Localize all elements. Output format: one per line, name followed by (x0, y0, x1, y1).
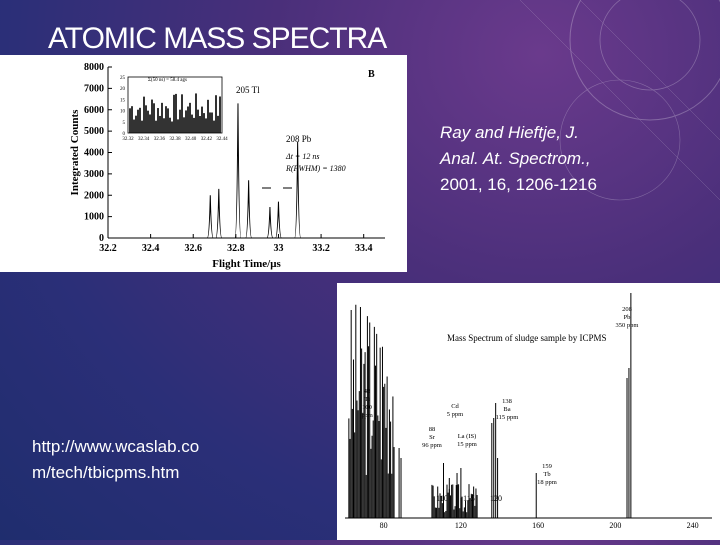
peak-annotation-line: 48 (364, 388, 371, 395)
tof-spectrum-chart: 32.2 32.4 32.6 32.8 33 33.2 33.4 0 1000 2000 3000 4… (69, 62, 385, 270)
peak-annotation-line: Ba (503, 406, 510, 413)
source-url-line-1: http://www.wcaslab.co (32, 437, 200, 456)
peak-annotation-line: 159 (542, 463, 552, 470)
y-tick-label: 5000 (84, 126, 104, 137)
x-tick-label: 160 (532, 521, 544, 530)
peak-annotation: 88 Sr 96 ppm (422, 426, 442, 449)
icpms-spectrum-chart: 80 120 160 200 240 110 115 120 Mass Spectrum of… (345, 293, 712, 530)
peak-annotation-line: 88 (429, 426, 436, 433)
annotation-resolution: R(FWHM) = 1380 (285, 164, 346, 173)
spectrum-peak (215, 188, 223, 239)
y-axis-label: Integrated Counts (69, 109, 81, 196)
inset-x-tick-label: 32.38 (169, 137, 181, 142)
y-tick-label: 8000 (84, 62, 104, 73)
inset-x-tick-label: 32.44 (216, 137, 228, 142)
citation-line-1: Ray and Hieftje, J. (440, 123, 579, 142)
peak-annotation: La (IS) 15 ppm (457, 433, 477, 448)
inset-label: Σ(50 ns) = 58.4 ags (148, 78, 187, 83)
spectrum-peak (274, 201, 282, 239)
peak-annotation: 208 Pb 350 ppm (616, 306, 639, 329)
y-tick-label: 1000 (84, 212, 104, 223)
source-url-line-2: m/tech/tbicpms.htm (32, 463, 180, 482)
x-tick-label: 33.2 (312, 243, 330, 254)
background-decoration (519, 0, 720, 201)
peak-annotation-line: 208 (622, 306, 632, 313)
annotation-tl: 205 Tl (236, 85, 260, 95)
spectrum-peak (266, 206, 274, 239)
y-tick-label: 3000 (84, 169, 104, 180)
slide-title: ATOMIC MASS SPECTRA (48, 22, 387, 55)
inset-frame (127, 76, 223, 134)
citation-line-2: Anal. At. Spectrom., (440, 149, 591, 168)
peak-annotation-line: Cd (451, 403, 459, 410)
peak-annotation: 159 Tb 18 ppm (537, 463, 557, 486)
inset-y-tick-label: 20 (120, 87, 126, 92)
inset-x-tick-label: 120 (490, 494, 502, 503)
peak-annotation-line: ppm (361, 412, 373, 419)
peak-annotation-line: Ti (364, 396, 370, 403)
inset-x-tick-label: 32.40 (185, 137, 197, 142)
x-tick-label: 33.4 (355, 243, 373, 254)
peak-annotation: Cd 5 ppm (447, 403, 463, 418)
x-tick-label: 32.4 (142, 243, 160, 254)
peak-annotation-line: Tb (543, 471, 550, 478)
panel-label: B (368, 69, 375, 80)
x-tick-label: 80 (380, 521, 388, 530)
x-tick-label: 32.6 (184, 243, 202, 254)
y-tick-label: 0 (99, 233, 104, 244)
source-url: http://www.wcaslab.co m/tech/tbicpms.htm (32, 434, 332, 486)
inset-y-tick-label: 25 (120, 76, 126, 81)
x-tick-label: 32.8 (227, 243, 245, 254)
inset-x-tick-label: 32.32 (122, 137, 134, 142)
peak-annotation-line: 115 ppm (496, 414, 519, 421)
inset-y-tick-label: 10 (120, 110, 126, 115)
inset-y-tick-label: 15 (120, 98, 126, 103)
x-tick-label: 32.2 (99, 243, 117, 254)
peak-annotation-line: 15 ppm (457, 441, 477, 448)
peak-annotation: 48 Ti 100 ppm (361, 388, 373, 419)
inset-x-tick-label: 32.36 (154, 137, 166, 142)
x-tick-label: 120 (455, 521, 467, 530)
y-tick-label: 6000 (84, 105, 104, 116)
peak-annotation-line: 138 (502, 398, 512, 405)
x-tick-label: 240 (687, 521, 699, 530)
x-tick-label: 200 (609, 521, 621, 530)
peak-annotation-line: Sr (429, 434, 436, 441)
inset-y-tick-label: 0 (123, 132, 126, 137)
peak-annotation-line: 96 ppm (422, 442, 442, 449)
spectrum-peak (206, 195, 214, 239)
y-tick-label: 7000 (84, 83, 104, 94)
spectrum-peak (294, 141, 302, 239)
x-tick-label: 33 (273, 243, 283, 254)
icpms-spectrum-figure: 80 120 160 200 240 110 115 120 Mass Spectrum of… (337, 283, 720, 540)
x-axis-label: Flight Time/μs (212, 258, 281, 270)
citation-line-3: 2001, 16, 1206-1216 (440, 175, 597, 194)
peak-annotation-line: 5 ppm (447, 411, 463, 418)
peak-annotation-line: 350 ppm (616, 322, 639, 329)
y-tick-label: 4000 (84, 148, 104, 159)
peak-annotation-line: 100 (362, 404, 372, 411)
tof-spectrum-figure: 32.2 32.4 32.6 32.8 33 33.2 33.4 0 1000 2000 3000 4… (0, 55, 407, 272)
peak-annotation-line: 18 ppm (537, 479, 557, 486)
inset-y-tick-label: 5 (123, 121, 126, 126)
inset-x-tick-label: 115 (463, 494, 475, 503)
peak-annotation: 138 Ba 115 ppm (496, 398, 519, 421)
citation-text: Ray and Hieftje, J. Anal. At. Spectrom.,… (440, 120, 710, 198)
inset-x-tick-label: 110 (436, 494, 448, 503)
annotation-delta-t: Δt = 12 ns (285, 152, 319, 161)
peak-annotation-line: Pb (624, 314, 631, 321)
chart-title: Mass Spectrum of sludge sample by ICPMS (447, 333, 607, 343)
peak-annotation-line: La (IS) (458, 433, 477, 440)
inset-x-tick-label: 32.42 (201, 137, 213, 142)
spectrum-peak (245, 180, 253, 239)
y-tick-label: 2000 (84, 190, 104, 201)
spectrum-peak (234, 103, 242, 239)
annotation-pb: 208 Pb (286, 134, 312, 144)
inset-x-tick-label: 32.34 (138, 137, 150, 142)
